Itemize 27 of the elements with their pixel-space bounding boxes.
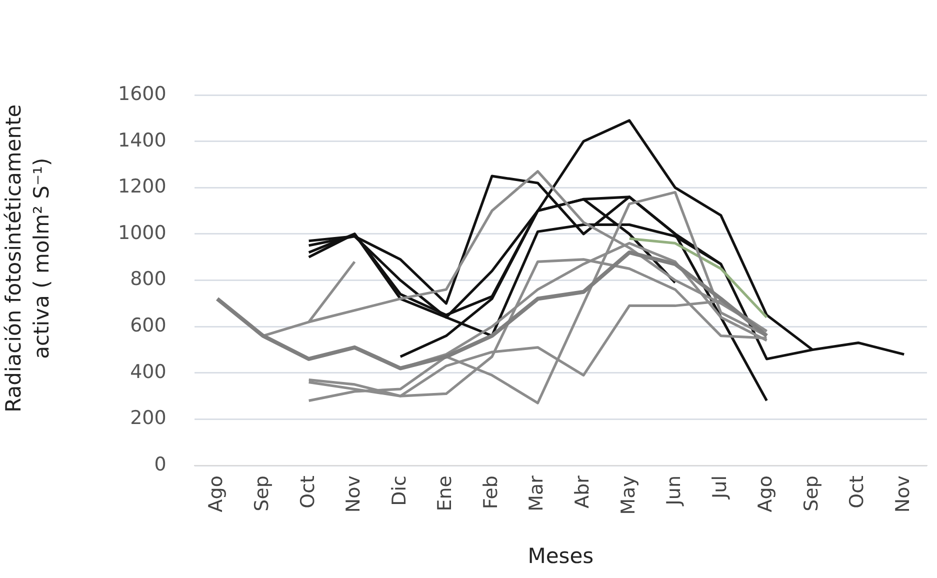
y-tick-label: 1600	[118, 82, 166, 105]
x-tick-label: Feb	[480, 476, 502, 510]
x-tick-label: Jul	[708, 476, 731, 500]
x-tick-label: Dic	[388, 476, 410, 506]
x-tick-label: Ago	[205, 476, 228, 512]
y-tick-label: 400	[130, 360, 166, 383]
x-tick-label: Sep	[250, 476, 273, 512]
x-axis-title: Meses	[528, 544, 594, 568]
y-tick-label: 600	[130, 314, 166, 337]
x-tick-label: Ene	[434, 476, 456, 512]
x-tick-label: Abr	[571, 475, 594, 508]
y-tick-label: 800	[130, 268, 166, 290]
x-tick-label: Oct	[296, 476, 319, 508]
x-tick-label: May	[617, 476, 640, 515]
x-tick-label: Mar	[526, 475, 548, 512]
y-tick-label: 1400	[118, 129, 166, 152]
y-tick-label: 1200	[118, 176, 166, 198]
x-tick-label: Nov	[892, 476, 914, 513]
y-tick-label: 1000	[118, 222, 166, 244]
y-tick-label: 0	[154, 453, 166, 476]
x-tick-label: Sep	[800, 476, 822, 512]
x-tick-label: Jun	[663, 476, 686, 506]
y-axis-title: Radiación fotosintéticamente activa ( molm² S⁻¹)	[0, 103, 55, 414]
x-tick-label: Nov	[342, 476, 365, 513]
y-tick-label: 200	[130, 407, 166, 430]
x-tick-label: Oct	[846, 476, 868, 508]
x-tick-label: Ago	[754, 476, 777, 512]
